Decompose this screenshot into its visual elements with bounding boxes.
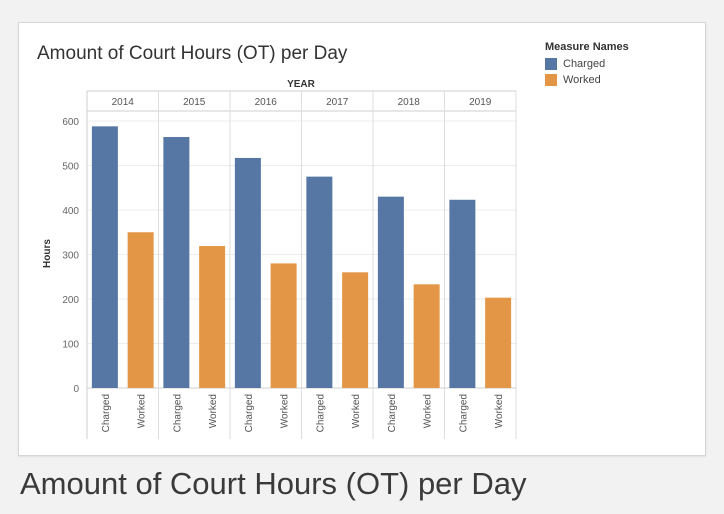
legend-title: Measure Names — [545, 41, 629, 53]
sub-category-label: Worked — [208, 394, 219, 428]
y-tick-label: 200 — [62, 295, 79, 306]
year-header-2014: 2014 — [112, 97, 135, 108]
sub-category-label: Charged — [387, 394, 398, 432]
page-caption: Amount of Court Hours (OT) per Day — [20, 466, 527, 501]
bar-charged-2014 — [91, 126, 118, 388]
chart-title: Amount of Court Hours (OT) per Day — [37, 43, 348, 64]
y-tick-label: 0 — [73, 384, 79, 395]
year-header-2017: 2017 — [326, 97, 349, 108]
y-tick-label: 600 — [62, 117, 79, 128]
bar-worked-2015 — [199, 246, 226, 388]
sub-category-label: Worked — [351, 394, 362, 428]
sub-category-label: Charged — [458, 394, 469, 432]
year-header-2018: 2018 — [398, 97, 421, 108]
legend-swatch-charged — [545, 58, 557, 70]
sub-category-label: Charged — [244, 394, 255, 432]
legend-label-charged: Charged — [563, 58, 606, 70]
bar-charged-2016 — [234, 157, 261, 388]
chart-card: Amount of Court Hours (OT) per Day Measu… — [18, 22, 706, 456]
bar-charged-2018 — [377, 196, 404, 388]
legend-swatch-worked — [545, 74, 557, 86]
bar-charged-2017 — [306, 176, 333, 388]
y-tick-label: 100 — [62, 340, 79, 351]
bar-worked-2018 — [413, 284, 440, 388]
y-tick-label: 300 — [62, 251, 79, 262]
sub-category-label: Charged — [101, 394, 112, 432]
y-tick-label: 400 — [62, 206, 79, 217]
bar-worked-2014 — [127, 232, 154, 388]
legend-label-worked: Worked — [563, 74, 601, 86]
column-header-title: YEAR — [287, 79, 316, 90]
year-header-2019: 2019 — [469, 97, 492, 108]
sub-category-label: Worked — [280, 394, 291, 428]
sub-category-label: Charged — [172, 394, 183, 432]
bar-charged-2015 — [163, 137, 190, 388]
bar-worked-2019 — [485, 297, 512, 388]
year-header-2015: 2015 — [183, 97, 206, 108]
bar-charged-2019 — [449, 199, 476, 388]
sub-category-label: Charged — [315, 394, 326, 432]
bar-worked-2016 — [270, 263, 297, 388]
y-tick-label: 500 — [62, 162, 79, 173]
sub-category-label: Worked — [137, 394, 148, 428]
bar-chart: YEAR 0 100 200 300 400 500 600 Hours 2014 Charged W… — [42, 79, 517, 439]
legend: Measure Names Charged Worked — [545, 41, 629, 90]
bar-worked-2017 — [342, 272, 369, 388]
sub-category-label: Worked — [494, 394, 505, 428]
y-axis-label: Hours — [42, 239, 53, 268]
sub-category-label: Worked — [423, 394, 434, 428]
year-header-2016: 2016 — [255, 97, 278, 108]
legend-item-worked[interactable]: Worked — [545, 74, 629, 86]
legend-item-charged[interactable]: Charged — [545, 58, 629, 70]
